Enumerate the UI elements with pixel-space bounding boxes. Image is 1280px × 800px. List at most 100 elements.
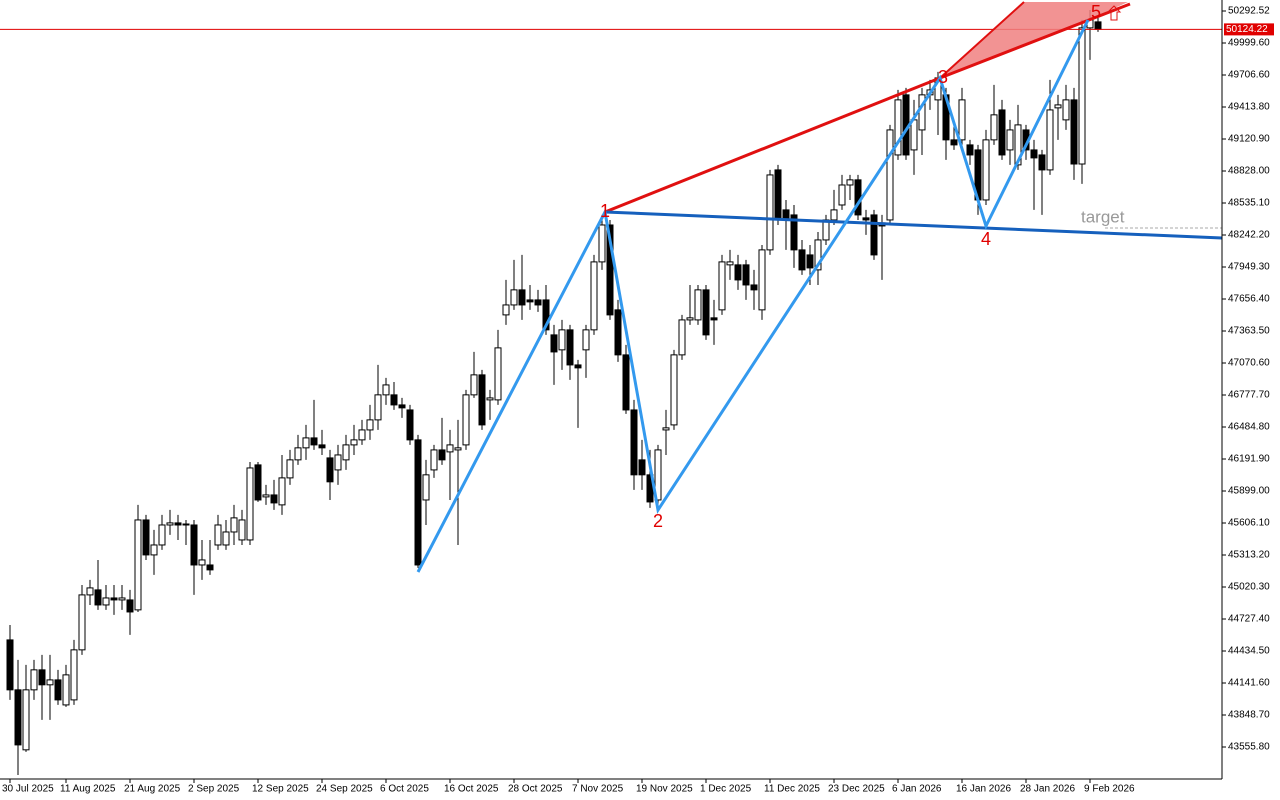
- x-tick-label: 1 Dec 2025: [700, 784, 752, 795]
- y-tick-label: 43848.70: [1228, 710, 1270, 721]
- candle-body: [230, 517, 238, 533]
- candle-body: [222, 531, 230, 546]
- y-tick-label: 46484.80: [1228, 422, 1270, 433]
- candle-body: [678, 319, 686, 356]
- candle-body: [750, 284, 758, 291]
- x-tick-label: 19 Nov 2025: [636, 784, 693, 795]
- candle-body: [1054, 104, 1062, 109]
- candle-body: [1014, 124, 1022, 166]
- candle-body: [662, 427, 670, 431]
- candle-body: [710, 317, 718, 321]
- candle-body: [462, 394, 470, 446]
- y-tick-label: 49999.60: [1228, 38, 1270, 49]
- candle-body: [606, 224, 614, 316]
- candle-body: [342, 444, 350, 461]
- candle-body: [126, 599, 134, 613]
- candle-body: [438, 449, 446, 461]
- y-tick-label: 45020.30: [1228, 582, 1270, 593]
- candle-body: [190, 524, 198, 566]
- candle-body: [406, 409, 414, 441]
- y-tick-label: 47363.50: [1228, 326, 1270, 337]
- candle-body: [982, 139, 990, 201]
- candle-body: [30, 669, 38, 691]
- candle-body: [630, 409, 638, 476]
- candle-body: [446, 444, 454, 453]
- candle-body: [382, 384, 390, 396]
- candle-body: [22, 689, 30, 751]
- price-label: 50124.22: [1226, 24, 1268, 35]
- candle-body: [198, 559, 206, 566]
- candle-body: [694, 289, 702, 321]
- y-tick-label: 46191.90: [1228, 454, 1270, 465]
- x-tick-label: 23 Dec 2025: [828, 784, 885, 795]
- candle-body: [294, 447, 302, 461]
- candle-body: [158, 524, 166, 546]
- x-tick-label: 12 Sep 2025: [252, 784, 309, 795]
- candle-body: [502, 304, 510, 316]
- candle-body: [318, 444, 326, 449]
- x-tick-label: 6 Oct 2025: [380, 784, 429, 795]
- candle-body: [1062, 99, 1070, 121]
- y-tick-label: 49706.60: [1228, 70, 1270, 81]
- candle-body: [670, 354, 678, 426]
- y-tick-label: 45606.10: [1228, 518, 1270, 529]
- candle-body: [454, 447, 462, 451]
- candle-body: [742, 264, 750, 286]
- candle-body: [334, 454, 342, 471]
- candle-body: [814, 239, 822, 271]
- candle-body: [998, 109, 1006, 156]
- x-tick-label: 28 Oct 2025: [508, 784, 563, 795]
- candle-body: [278, 477, 286, 506]
- candle-body: [494, 347, 502, 401]
- candle-body: [134, 519, 142, 611]
- target-label: target: [1081, 207, 1125, 226]
- x-tick-label: 11 Aug 2025: [60, 784, 116, 795]
- sell-arrow: [1106, 5, 1122, 21]
- candle-body: [822, 219, 830, 241]
- candle-body: [254, 464, 262, 501]
- price-label-box: [1224, 23, 1274, 36]
- y-tick-label: 47656.40: [1228, 294, 1270, 305]
- candle-body: [366, 419, 374, 431]
- wave-label: 2: [653, 511, 663, 531]
- y-tick-label: 48535.10: [1228, 198, 1270, 209]
- candle-body: [790, 214, 798, 251]
- x-tick-label: 16 Oct 2025: [444, 784, 499, 795]
- candle-body: [622, 354, 630, 411]
- candle-body: [966, 144, 974, 156]
- candle-body: [150, 544, 158, 556]
- candle-body: [798, 249, 806, 271]
- candle-body: [206, 564, 214, 571]
- candle-body: [566, 329, 574, 366]
- x-tick-label: 6 Jan 2026: [892, 784, 942, 795]
- y-tick-label: 47949.30: [1228, 262, 1270, 273]
- candle-body: [1038, 154, 1046, 171]
- candle-body: [398, 404, 406, 409]
- candle-body: [526, 299, 534, 303]
- candle-body: [838, 184, 846, 206]
- candle-body: [6, 639, 14, 691]
- x-tick-label: 28 Jan 2026: [1020, 784, 1075, 795]
- y-tick-label: 45313.20: [1228, 550, 1270, 561]
- candle-body: [486, 397, 494, 401]
- y-tick-label: 49120.90: [1228, 134, 1270, 145]
- candle-body: [374, 394, 382, 421]
- candle-body: [102, 597, 110, 606]
- candle-body: [590, 261, 598, 331]
- wave-line: [416, 19, 1090, 573]
- wave-label: 3: [938, 67, 948, 87]
- candle-body: [182, 523, 190, 526]
- wedge-lower-line: [604, 210, 1223, 240]
- candle-body: [286, 459, 294, 479]
- candle-body: [1030, 149, 1038, 159]
- x-tick-label: 11 Dec 2025: [764, 784, 820, 795]
- candle-body: [358, 429, 366, 441]
- candle-body: [302, 437, 310, 449]
- y-tick-label: 48242.20: [1228, 230, 1270, 241]
- wave-label: 5: [1091, 2, 1101, 22]
- candle-body: [1094, 21, 1102, 30]
- candle-body: [262, 494, 270, 498]
- candle-body: [758, 249, 766, 311]
- x-tick-label: 9 Feb 2026: [1084, 784, 1135, 795]
